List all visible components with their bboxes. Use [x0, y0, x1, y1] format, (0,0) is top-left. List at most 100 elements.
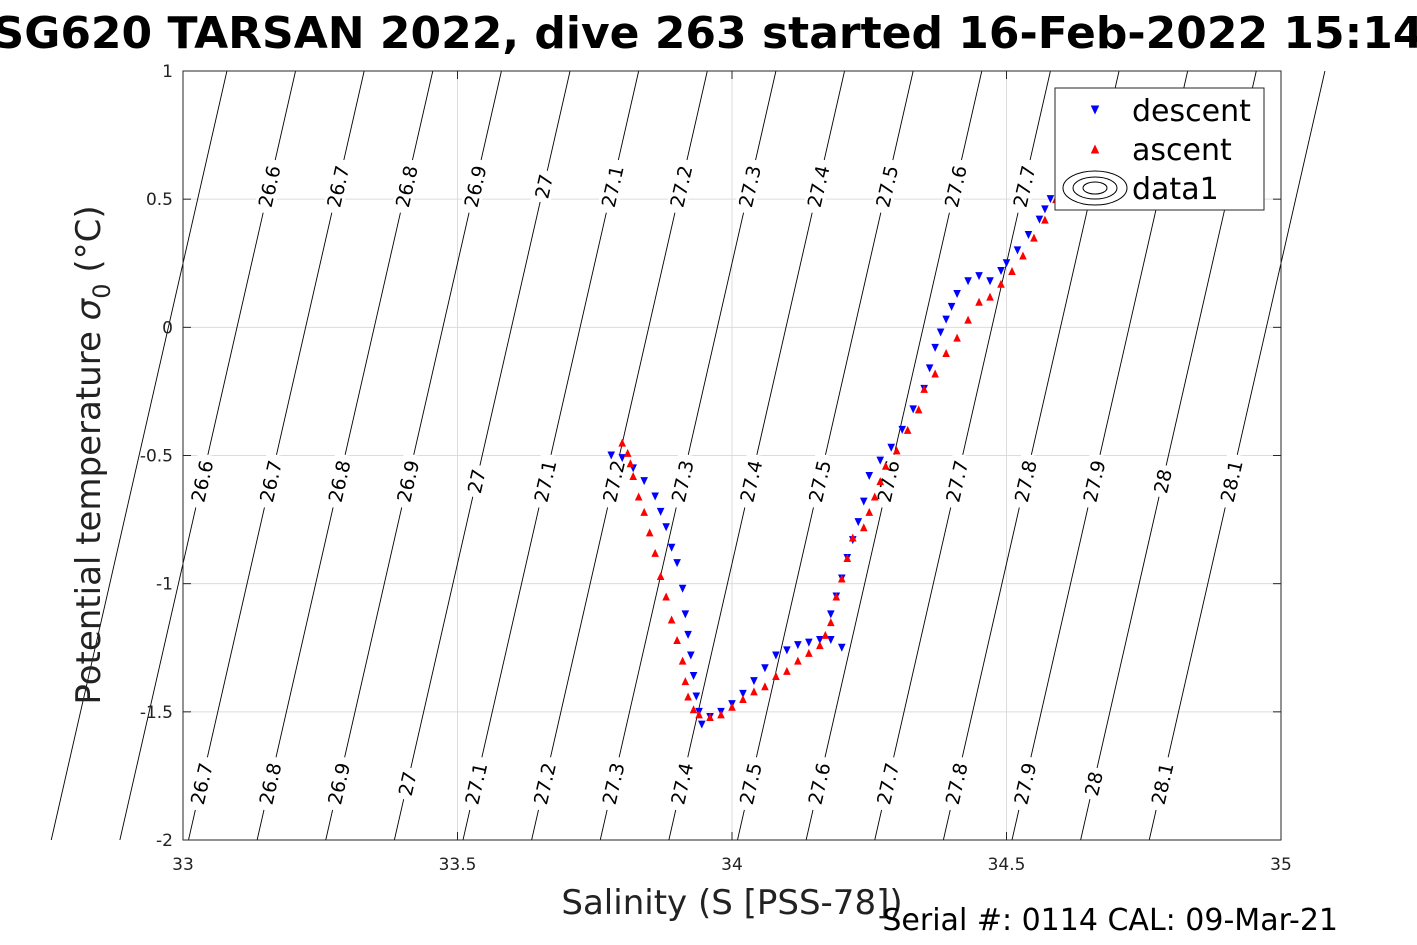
ascent-point	[920, 384, 928, 393]
descent-point	[640, 477, 648, 486]
descent-point	[947, 302, 956, 311]
isopycnal-label-bg	[735, 452, 767, 510]
x-tick-label: 34	[721, 855, 743, 875]
isopycnal-label-bg	[1009, 755, 1041, 813]
series-descent	[607, 195, 1055, 729]
ascent-point	[618, 438, 626, 447]
ascent-point	[827, 618, 835, 627]
ascent-point	[805, 648, 813, 657]
descent-point	[618, 454, 626, 463]
isopycnal-label-bg	[393, 765, 421, 802]
isopycnal-label-text: 27	[531, 172, 558, 200]
descent-point	[816, 636, 824, 645]
y-axis-label: Potential temperature σ0 (°C)	[69, 205, 116, 704]
isopycnal-label-bg	[734, 755, 767, 813]
descent-point	[854, 518, 863, 527]
isopycnal-label-bg	[391, 452, 424, 510]
legend-contour-marker	[1062, 170, 1128, 206]
isopycnal-label-bg	[459, 157, 491, 215]
isopycnal-label-bg	[254, 755, 286, 813]
isopycnal-label-text: 28	[1150, 467, 1177, 495]
y-tick-label: -0.5	[140, 447, 173, 467]
descent-point	[1002, 259, 1011, 268]
isopycnal-label-bg	[871, 755, 904, 813]
ascent-point	[881, 461, 890, 470]
isopycnal-label-bg	[186, 452, 218, 510]
ascent-point	[865, 507, 874, 516]
ascent-point	[645, 528, 654, 537]
ascent-point	[684, 692, 692, 701]
descent-point	[865, 472, 874, 481]
descent-point	[667, 543, 676, 552]
descent-point	[986, 277, 994, 286]
isopycnal-label-bg	[597, 755, 629, 813]
ascent-point	[681, 677, 690, 686]
descent-point	[805, 638, 813, 647]
descent-point	[887, 443, 896, 452]
descent-point	[975, 272, 983, 281]
descent-point	[761, 664, 769, 673]
isopycnal-label: 28	[1080, 765, 1108, 802]
ascent-point	[931, 369, 939, 378]
isopycnal-label-bg	[1146, 755, 1178, 813]
descent-point	[936, 328, 945, 337]
descent-point	[1035, 215, 1044, 224]
isopycnal-label-bg	[1215, 452, 1247, 510]
isopycnal-label-bg	[529, 452, 561, 510]
series-ascent	[618, 195, 1060, 721]
isopycnal-label-bg	[733, 157, 766, 215]
isopycnal-label-bg	[872, 452, 904, 510]
ascent-point	[794, 656, 802, 665]
descent-point	[925, 364, 934, 373]
descent-point	[859, 497, 868, 506]
serial-calibration-text: Serial #: 0114 CAL: 09-Mar-21	[882, 903, 1338, 938]
descent-point	[964, 277, 972, 286]
descent-point	[662, 523, 670, 532]
ascent-point	[843, 554, 852, 563]
descent-point	[931, 343, 939, 352]
descent-point	[772, 651, 780, 660]
axes: 33 33.5 34 34.5 35 -2 -1.5 -1 -0.5 0 0.5 1	[140, 62, 1292, 875]
ascent-point	[903, 425, 912, 434]
descent-point	[997, 266, 1005, 275]
ascent-point	[706, 712, 714, 721]
ascent-point	[876, 477, 885, 486]
descent-point	[876, 456, 885, 465]
isopycnal-label-bg	[323, 452, 355, 510]
legend-label: data1	[1132, 172, 1219, 207]
ascent-point	[623, 448, 632, 457]
legend: descent ascent data1	[1054, 87, 1265, 211]
descent-point	[783, 646, 791, 655]
descent-point	[1024, 231, 1033, 240]
descent-point	[687, 651, 695, 660]
ascent-point	[997, 279, 1005, 288]
isopycnal-label-text: 28	[1081, 770, 1108, 798]
ascent-point	[728, 702, 736, 711]
isopycnal-label: 27	[530, 168, 558, 205]
y-tick-label: -2	[156, 831, 173, 851]
ascent-point	[656, 571, 665, 580]
isopycnal-label-bg	[1008, 157, 1040, 215]
isopycnal-label: 27	[393, 765, 422, 802]
legend-marker	[1090, 105, 1100, 115]
isopycnal-label-bg	[597, 452, 630, 510]
y-tick-label: 1	[162, 62, 173, 82]
descent-point	[953, 290, 961, 299]
isopycnal-label-text: 27	[395, 770, 422, 798]
descent-point	[673, 559, 681, 568]
isopycnal-label-bg	[940, 452, 973, 510]
descent-point	[1046, 195, 1055, 204]
ascent-point	[750, 687, 758, 696]
ascent-point	[892, 446, 901, 455]
isopycnal-label: 27	[463, 463, 491, 499]
isopycnal-label-text: 27	[464, 467, 491, 495]
descent-point	[651, 492, 659, 501]
ascent-point	[1008, 266, 1016, 275]
ascent-point	[783, 666, 791, 675]
y-tick-label: -1.5	[140, 703, 173, 723]
isopycnal-label-bg	[322, 157, 354, 215]
legend-entry-descent: descent	[1090, 94, 1251, 129]
isopycnal-label-bg	[939, 157, 972, 215]
isopycnal-label-bg	[802, 157, 834, 215]
